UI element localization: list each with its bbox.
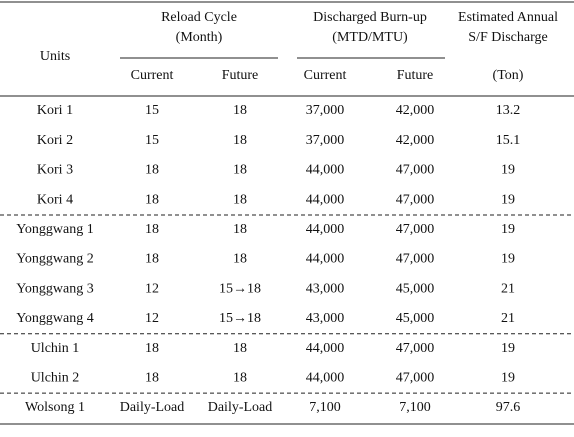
- header: Reload Cycle: [161, 10, 237, 25]
- cell: 44,000: [306, 222, 345, 237]
- subheader: Future: [397, 68, 434, 83]
- cell: 44,000: [306, 341, 345, 356]
- cell: 42,000: [396, 133, 435, 148]
- cell: 13.2: [496, 103, 521, 118]
- cell: 12: [145, 281, 159, 296]
- cell: 15.1: [496, 133, 521, 148]
- header: S/F Discharge: [468, 30, 547, 45]
- subheader: Future: [222, 68, 259, 83]
- cell: 18: [233, 192, 247, 207]
- header: (MTD/MTU): [332, 30, 408, 45]
- cell: Ulchin 1: [31, 341, 80, 356]
- cell: 37,000: [306, 133, 345, 148]
- cell: 37,000: [306, 103, 345, 118]
- cell: 15: [145, 133, 159, 148]
- cell: Yonggwang 2: [16, 252, 94, 267]
- cell: 15→18: [219, 311, 261, 326]
- cell: 45,000: [396, 281, 435, 296]
- cell: 18: [233, 371, 247, 386]
- cell: 18: [145, 371, 159, 386]
- cell: 47,000: [396, 252, 435, 267]
- cell: 47,000: [396, 341, 435, 356]
- cell: 44,000: [306, 192, 345, 207]
- cell: 44,000: [306, 163, 345, 178]
- cell: 47,000: [396, 222, 435, 237]
- subheader: Current: [304, 68, 347, 83]
- cell: Daily-Load: [120, 400, 185, 415]
- cell: 43,000: [306, 281, 345, 296]
- cell: Kori 4: [37, 192, 73, 207]
- cell: 42,000: [396, 103, 435, 118]
- cell: 18: [233, 103, 247, 118]
- cell: 45,000: [396, 311, 435, 326]
- cell: 19: [501, 252, 515, 267]
- cell: 18: [145, 222, 159, 237]
- cell: Kori 2: [37, 133, 73, 148]
- cell: Wolsong 1: [25, 400, 85, 415]
- cell: Ulchin 2: [31, 371, 80, 386]
- cell: 19: [501, 222, 515, 237]
- cell: Kori 1: [37, 103, 73, 118]
- cell: 19: [501, 371, 515, 386]
- cell: Yonggwang 4: [16, 311, 94, 326]
- cell: Yonggwang 3: [16, 281, 94, 296]
- header: Units: [40, 49, 70, 64]
- cell: 97.6: [496, 400, 521, 415]
- header: Discharged Burn-up: [313, 10, 427, 25]
- header: (Month): [176, 30, 223, 45]
- header: Estimated Annual: [458, 10, 558, 25]
- cell: 12: [145, 311, 159, 326]
- cell: 19: [501, 341, 515, 356]
- subheader: Current: [131, 68, 174, 83]
- cell: 18: [233, 252, 247, 267]
- cell: 7,100: [399, 400, 431, 415]
- cell: 18: [145, 341, 159, 356]
- cell: 19: [501, 163, 515, 178]
- cell: Daily-Load: [208, 400, 273, 415]
- cell: 18: [233, 341, 247, 356]
- cell: 43,000: [306, 311, 345, 326]
- cell: 44,000: [306, 371, 345, 386]
- cell: Yonggwang 1: [16, 222, 94, 237]
- cell: 21: [501, 311, 515, 326]
- subheader: (Ton): [493, 68, 524, 83]
- cell: 15→18: [219, 281, 261, 296]
- cell: 47,000: [396, 192, 435, 207]
- cell: 47,000: [396, 371, 435, 386]
- cell: 47,000: [396, 163, 435, 178]
- cell: Kori 3: [37, 163, 73, 178]
- cell: 18: [233, 222, 247, 237]
- cell: 21: [501, 281, 515, 296]
- cell: 18: [145, 252, 159, 267]
- cell: 18: [145, 163, 159, 178]
- cell: 7,100: [309, 400, 341, 415]
- cell: 18: [233, 163, 247, 178]
- cell: 44,000: [306, 252, 345, 267]
- cell: 18: [233, 133, 247, 148]
- cell: 19: [501, 192, 515, 207]
- cell: 15: [145, 103, 159, 118]
- cell: 18: [145, 192, 159, 207]
